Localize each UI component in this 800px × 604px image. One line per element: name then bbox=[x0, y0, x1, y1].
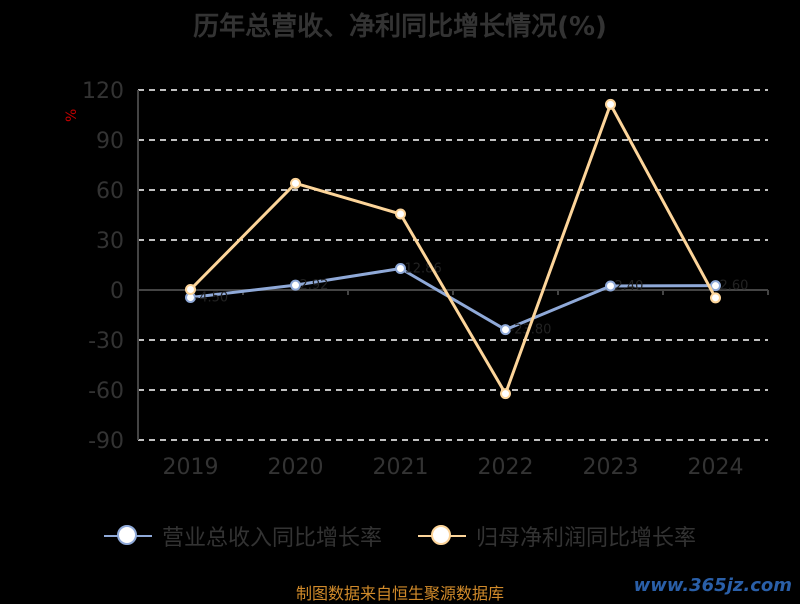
data-label-0: 2.92 bbox=[300, 278, 329, 293]
y-tick-label: -90 bbox=[88, 429, 124, 454]
watermark: www.365jz.com bbox=[633, 575, 792, 596]
data-point-1 bbox=[605, 98, 616, 110]
y-tick-label: 120 bbox=[82, 79, 124, 104]
data-point-0 bbox=[290, 279, 301, 291]
data-label-0: 2.60 bbox=[720, 279, 749, 294]
data-point-0 bbox=[605, 280, 616, 292]
data-point-0 bbox=[395, 263, 406, 274]
y-tick-label: 90 bbox=[96, 129, 124, 154]
chart-title: 历年总营收、净利同比增长情况(%) bbox=[193, 12, 607, 42]
y-tick-label: -60 bbox=[88, 379, 124, 404]
series-line-0 bbox=[190, 267, 716, 332]
legend-marker-net-profit bbox=[418, 521, 466, 551]
data-source-footer: 制图数据来自恒生聚源数据库 bbox=[295, 584, 504, 603]
x-tick-label: 2022 bbox=[478, 455, 534, 480]
legend: 营业总收入同比增长率 归母净利润同比增长率 bbox=[0, 520, 800, 552]
y-tick-label: 60 bbox=[96, 179, 124, 204]
data-point-1 bbox=[710, 292, 721, 304]
series-line-1 bbox=[189, 102, 717, 396]
data-label-0: -23.80 bbox=[510, 323, 552, 338]
data-label-0: 2.40 bbox=[615, 279, 644, 294]
legend-item-net-profit[interactable]: 归母净利润同比增长率 bbox=[418, 520, 696, 552]
data-point-1 bbox=[185, 284, 196, 295]
y-tick-label: -30 bbox=[88, 329, 124, 354]
data-point-0 bbox=[710, 280, 721, 292]
data-point-0 bbox=[500, 324, 511, 336]
legend-item-revenue[interactable]: 营业总收入同比增长率 bbox=[103, 520, 382, 552]
x-tick-label: 2024 bbox=[688, 455, 744, 480]
data-label-0: 12.86 bbox=[405, 262, 442, 277]
y-axis-unit: % bbox=[64, 108, 80, 122]
y-tick-label: 30 bbox=[96, 229, 124, 254]
x-tick-label: 2023 bbox=[583, 455, 639, 480]
y-tick-label: 0 bbox=[110, 279, 124, 304]
x-tick-label: 2019 bbox=[163, 455, 219, 480]
data-point-1 bbox=[290, 177, 301, 189]
x-tick-label: 2021 bbox=[373, 455, 429, 480]
data-point-1 bbox=[500, 388, 511, 400]
legend-marker-revenue bbox=[103, 521, 152, 551]
data-point-1 bbox=[395, 208, 406, 220]
legend-label-net-profit: 归母净利润同比增长率 bbox=[476, 526, 697, 551]
x-tick-label: 2020 bbox=[268, 455, 324, 480]
legend-label-revenue: 营业总收入同比增长率 bbox=[161, 526, 382, 551]
data-label-0: -4.50 bbox=[195, 291, 229, 306]
